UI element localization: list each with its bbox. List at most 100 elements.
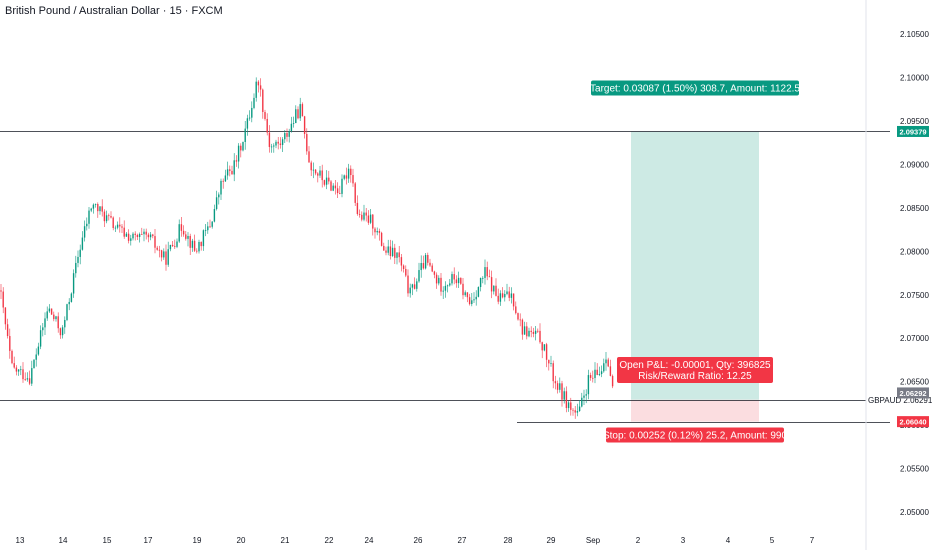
candle-body — [101, 206, 103, 212]
candle — [416, 278, 418, 292]
candle-body — [541, 342, 543, 351]
candle-body — [147, 234, 150, 238]
candle-body — [334, 185, 337, 189]
candle — [141, 227, 143, 235]
price-axis[interactable]: 2.050002.055002.060002.065002.070002.075… — [865, 0, 929, 550]
candle — [567, 400, 570, 412]
candle-body — [585, 394, 587, 396]
candle — [332, 183, 334, 192]
candle-body — [196, 250, 198, 252]
candle — [486, 261, 488, 281]
candle — [211, 221, 213, 229]
candle-body — [438, 277, 440, 284]
candle — [431, 263, 433, 273]
candle — [466, 292, 469, 303]
candle — [422, 255, 425, 270]
candle-body — [156, 247, 158, 250]
candle-body — [218, 194, 220, 198]
candle — [105, 210, 108, 224]
candle — [138, 232, 141, 243]
candle — [345, 167, 348, 185]
stop-label: Stop: 0.00252 (0.12%) 25.2, Amount: 990 — [603, 427, 787, 443]
time-axis[interactable]: 13 14 15 17 19 20 21 22 24 26 27 28 29 Sep 2 3 4 5 7 — [16, 536, 815, 545]
candle-body — [409, 287, 411, 294]
candle — [264, 109, 266, 121]
candle-body — [451, 274, 453, 284]
time-tick-label: 22 — [325, 536, 334, 545]
candle-body — [176, 241, 178, 247]
candle-body — [361, 214, 363, 220]
candle — [101, 199, 103, 217]
candle — [53, 311, 55, 322]
candle-body — [440, 277, 442, 292]
candle-body — [583, 395, 585, 398]
candle-body — [367, 215, 370, 223]
candle-body — [213, 209, 216, 222]
candle-body — [552, 363, 554, 382]
candle-body — [532, 331, 535, 334]
candle — [600, 365, 603, 378]
target-label-text: Target: 0.03087 (1.50%) 308.7, Amount: 1… — [590, 84, 800, 95]
candle — [165, 244, 167, 271]
candle-body — [187, 235, 189, 239]
candle — [64, 316, 66, 334]
candle — [471, 293, 473, 307]
candle-body — [374, 228, 376, 233]
candle — [325, 170, 328, 190]
candle — [94, 203, 97, 208]
candle-body — [198, 241, 200, 252]
candle-body — [26, 378, 29, 380]
horizontal-lines: GBPAUD 2.06291 — [0, 131, 932, 423]
candle — [409, 283, 411, 298]
candle-body — [112, 217, 114, 229]
candle — [418, 262, 420, 283]
candle-body — [136, 234, 139, 237]
candle-body — [528, 330, 530, 337]
candle — [240, 143, 242, 158]
candle — [204, 223, 207, 237]
candle-body — [473, 299, 475, 301]
candle — [222, 178, 224, 189]
candle-body — [490, 277, 493, 292]
price-tick-label: 2.10000 — [900, 74, 929, 83]
candle-body — [13, 363, 15, 368]
candle — [563, 387, 565, 404]
candle — [15, 365, 18, 376]
candle-body — [539, 330, 541, 343]
candle-body — [50, 308, 53, 315]
candle — [446, 284, 449, 293]
candle-body — [488, 276, 491, 278]
candle — [482, 276, 484, 284]
candle — [143, 228, 145, 242]
candle — [61, 325, 64, 339]
candle — [182, 225, 185, 237]
candle-body — [259, 85, 262, 90]
candle-body — [303, 116, 306, 135]
candle-body — [517, 313, 519, 320]
candle — [528, 327, 530, 338]
candle — [497, 288, 499, 305]
candle — [442, 286, 444, 299]
candle-body — [314, 169, 317, 174]
candle — [389, 239, 392, 260]
candle — [402, 264, 405, 273]
candle-body — [277, 141, 279, 144]
candle-body — [200, 241, 202, 247]
candle — [163, 248, 165, 260]
candle — [317, 172, 319, 183]
position-labels: Target: 0.03087 (1.50%) 308.7, Amount: 1… — [590, 80, 800, 443]
candle-body — [499, 293, 502, 302]
candle-body — [97, 204, 99, 212]
candle-body — [420, 263, 422, 271]
candle-body — [400, 257, 403, 266]
candle — [286, 128, 288, 142]
candle-body — [332, 185, 334, 191]
candle — [6, 318, 9, 339]
candle-body — [99, 206, 101, 212]
candle-body — [475, 296, 477, 300]
candle — [321, 164, 323, 188]
candle-body — [244, 128, 246, 142]
candle-body — [343, 175, 345, 179]
candle — [352, 168, 354, 187]
